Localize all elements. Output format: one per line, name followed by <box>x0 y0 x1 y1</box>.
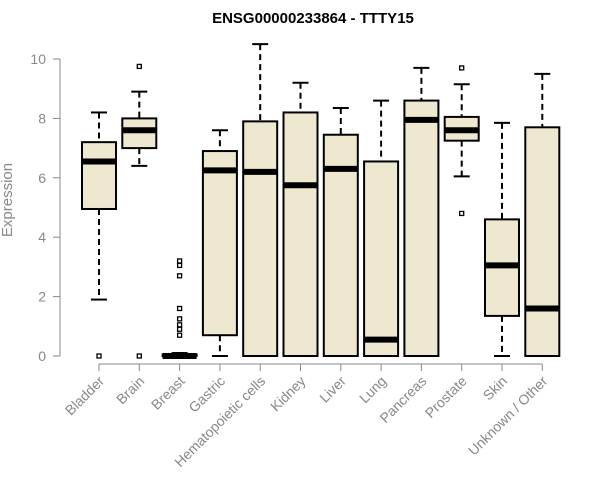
x-tick-label: Brain <box>113 373 147 407</box>
outlier-point <box>176 322 183 328</box>
box-liver <box>322 107 359 357</box>
iqr-box <box>403 99 440 357</box>
iqr-box <box>242 120 279 358</box>
box-brain <box>121 63 158 359</box>
iqr-box <box>363 160 400 357</box>
x-tick-label: Bladder <box>62 373 108 419</box>
iqr-box <box>201 150 238 337</box>
x-tick-label: Liver <box>316 373 349 406</box>
box-skin <box>484 121 520 357</box>
outlier-point <box>176 258 183 264</box>
outlier-point <box>176 316 183 322</box>
y-tick-label: 2 <box>38 289 46 305</box>
outlier-point <box>176 305 183 312</box>
outlier-point <box>459 210 465 217</box>
box-unknown-other <box>524 72 561 357</box>
box-prostate <box>443 65 480 217</box>
box-pancreas <box>403 66 440 357</box>
outlier-point <box>176 326 183 332</box>
iqr-box <box>282 111 319 357</box>
outlier-point <box>136 63 142 70</box>
y-tick-label: 6 <box>38 170 46 186</box>
box-gastric <box>201 129 238 357</box>
y-tick-label: 10 <box>30 51 46 67</box>
chart-title: ENSG00000233864 - TTTY15 <box>212 10 414 27</box>
outlier-point <box>96 353 102 359</box>
outlier-point <box>136 353 142 359</box>
iqr-box <box>81 141 117 210</box>
box-kidney <box>282 81 319 357</box>
box-hematopoietic-cells <box>242 43 279 358</box>
x-tick-label: Lung <box>356 373 389 406</box>
box-lung <box>363 99 400 357</box>
x-tick-label: Skin <box>480 373 511 404</box>
x-tick-label: Prostate <box>422 373 470 421</box>
y-axis: 0 2 4 6 8 10 <box>30 51 61 364</box>
box-breast <box>161 258 198 359</box>
x-tick-label: Kidney <box>267 373 309 415</box>
outlier-point <box>176 262 183 269</box>
y-axis-label: Expression <box>0 163 16 237</box>
outlier-point <box>176 273 183 279</box>
outlier-point <box>176 332 183 338</box>
x-tick-label: Breast <box>148 373 188 413</box>
iqr-box <box>524 126 561 357</box>
y-tick-label: 4 <box>38 229 46 245</box>
y-tick-label: 0 <box>38 348 46 364</box>
plot-marks <box>81 43 561 359</box>
outlier-point <box>459 65 465 71</box>
box-bladder <box>81 111 117 359</box>
y-tick-label: 8 <box>38 110 46 126</box>
